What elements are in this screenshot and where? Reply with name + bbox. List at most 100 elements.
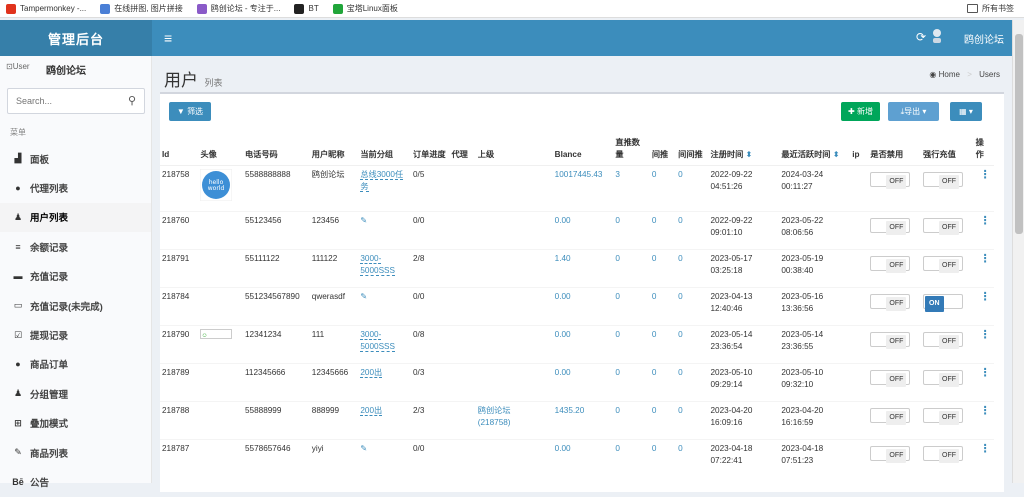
more-actions-icon[interactable]: ⋮	[979, 442, 991, 455]
bookmark-item[interactable]: 鸥创论坛 - 专注于...	[196, 3, 280, 14]
ban-toggle[interactable]: OFF	[870, 255, 911, 273]
sidebar-item[interactable]: ● 商品订单	[0, 350, 151, 379]
sidebar-search-input[interactable]	[8, 89, 118, 113]
ban-toggle[interactable]: OFF	[870, 445, 911, 463]
ban-toggle[interactable]: OFF	[870, 369, 911, 387]
ind-link[interactable]: 0	[651, 253, 657, 263]
more-actions-icon[interactable]: ⋮	[979, 168, 991, 181]
sidebar-item[interactable]: ✎ 商品列表	[0, 438, 151, 467]
group-link[interactable]: 200出	[360, 367, 383, 378]
ind2-link[interactable]: 0	[678, 215, 683, 225]
more-actions-icon[interactable]: ⋮	[979, 290, 991, 303]
sidebar-item[interactable]: ≡ 余额记录	[0, 232, 151, 261]
bookmark-item[interactable]: BT	[294, 3, 319, 14]
ban-toggle[interactable]: OFF	[870, 407, 911, 425]
sidebar-item[interactable]: ☑ 提现记录	[0, 320, 151, 349]
sidebar-item[interactable]: ▭ 充值记录(未完成)	[0, 291, 151, 320]
direct-link[interactable]: 0	[615, 405, 620, 415]
sidebar-item[interactable]: ▬ 充值记录	[0, 262, 151, 291]
ind2-link[interactable]: 0	[678, 253, 683, 263]
force-toggle[interactable]: OFF	[923, 407, 964, 425]
ind2-link[interactable]: 0	[678, 367, 683, 377]
column-header[interactable]: 注册时间 ⬍	[708, 130, 780, 166]
parent-link[interactable]: 鸥创论坛 (218758)	[478, 406, 511, 427]
all-bookmarks[interactable]: 所有书签	[967, 3, 1014, 14]
ind2-link[interactable]: 0	[678, 443, 683, 453]
force-toggle[interactable]: OFF	[923, 331, 964, 349]
page-scrollbar[interactable]	[1012, 20, 1024, 483]
export-button[interactable]: ⤓ 导出 ▾	[888, 102, 939, 121]
new-button[interactable]: ✚ 新增	[841, 102, 880, 121]
sidebar-item[interactable]: ● 代理列表	[0, 173, 151, 202]
bal-link[interactable]: 0.00	[554, 367, 571, 377]
ind-link[interactable]: 0	[651, 367, 657, 377]
ban-toggle[interactable]: OFF	[870, 171, 911, 189]
sidebar-item[interactable]: ♟ 用户列表	[0, 202, 151, 233]
columns-button[interactable]: ▦ ▾	[950, 102, 982, 121]
group-link[interactable]: 200出	[360, 405, 383, 416]
ban-toggle[interactable]: OFF	[870, 331, 911, 349]
ind2-link[interactable]: 0	[678, 405, 683, 415]
more-actions-icon[interactable]: ⋮	[979, 328, 991, 341]
group-link[interactable]: 3000-5000SSS	[360, 253, 395, 276]
more-actions-icon[interactable]: ⋮	[979, 214, 991, 227]
bal-link[interactable]: 10017445.43	[554, 169, 603, 179]
sidebar-item[interactable]: ⊞ 叠加模式	[0, 409, 151, 438]
refresh-icon[interactable]: ⟳	[915, 30, 926, 44]
bal-link[interactable]: 1.40	[554, 253, 571, 263]
bal-link[interactable]: 0.00	[554, 291, 571, 301]
ban-toggle[interactable]: OFF	[870, 293, 911, 311]
bal-link[interactable]: 0.00	[554, 443, 571, 453]
bal-link[interactable]: 0.00	[554, 329, 571, 339]
sidebar-item[interactable]: ♟ 分组管理	[0, 379, 151, 408]
more-actions-icon[interactable]: ⋮	[979, 366, 991, 379]
ban-toggle[interactable]: OFF	[870, 217, 911, 235]
direct-link[interactable]: 0	[615, 443, 620, 453]
bookmark-item[interactable]: 在线拼图, 图片拼接	[100, 3, 183, 14]
group-link[interactable]: 总线3000任务	[360, 169, 404, 192]
direct-link[interactable]: 3	[615, 169, 620, 179]
direct-link[interactable]: 0	[615, 215, 620, 225]
sidebar-item[interactable]: ▟ 面板	[0, 144, 151, 173]
filter-button[interactable]: ▼ 筛选	[169, 102, 211, 121]
ind2-link[interactable]: 0	[678, 291, 683, 301]
sort-icon[interactable]: ⬍	[745, 149, 753, 159]
force-toggle[interactable]: ON	[923, 293, 964, 312]
force-toggle[interactable]: OFF	[923, 369, 964, 387]
direct-link[interactable]: 0	[615, 367, 620, 377]
force-toggle[interactable]: OFF	[923, 217, 964, 235]
group-link[interactable]: 3000-5000SSS	[360, 329, 395, 352]
direct-link[interactable]: 0	[615, 291, 620, 301]
force-toggle[interactable]: OFF	[923, 171, 964, 189]
ind2-link[interactable]: 0	[678, 329, 683, 339]
ind2-link[interactable]: 0	[678, 169, 683, 179]
sort-icon[interactable]: ⬍	[832, 149, 840, 159]
ind-link[interactable]: 0	[651, 405, 657, 415]
ind-link[interactable]: 0	[651, 215, 657, 225]
more-actions-icon[interactable]: ⋮	[979, 404, 991, 417]
force-toggle[interactable]: OFF	[923, 255, 964, 273]
ind-link[interactable]: 0	[651, 443, 657, 453]
search-icon[interactable]: ⚲	[127, 95, 136, 107]
ind-link[interactable]: 0	[651, 291, 657, 301]
breadcrumb-home[interactable]: Home	[938, 70, 960, 79]
edit-group-icon[interactable]: ✎	[360, 291, 368, 301]
direct-link[interactable]: 0	[615, 329, 620, 339]
top-user-name[interactable]: 鸥创论坛	[964, 35, 1004, 46]
bal-link[interactable]: 1435.20	[554, 405, 585, 415]
sidebar-item[interactable]: Bē 公告	[0, 467, 151, 496]
ind-link[interactable]: 0	[651, 329, 657, 339]
bal-link[interactable]: 0.00	[554, 215, 571, 225]
bookmark-item[interactable]: Tampermonkey -...	[6, 3, 86, 14]
menu-toggle-icon[interactable]: ≡	[164, 30, 173, 46]
edit-group-icon[interactable]: ✎	[360, 443, 368, 453]
ind-link[interactable]: 0	[651, 169, 657, 179]
app-logo[interactable]: 管理后台	[0, 20, 152, 56]
force-toggle[interactable]: OFF	[923, 445, 964, 463]
edit-group-icon[interactable]: ✎	[360, 215, 368, 225]
user-avatar-icon[interactable]	[930, 28, 944, 44]
direct-link[interactable]: 0	[615, 253, 620, 263]
bookmark-item[interactable]: 宝塔Linux面板	[332, 3, 398, 14]
more-actions-icon[interactable]: ⋮	[979, 252, 991, 265]
column-header[interactable]: 最近活跃时间 ⬍	[779, 130, 851, 166]
